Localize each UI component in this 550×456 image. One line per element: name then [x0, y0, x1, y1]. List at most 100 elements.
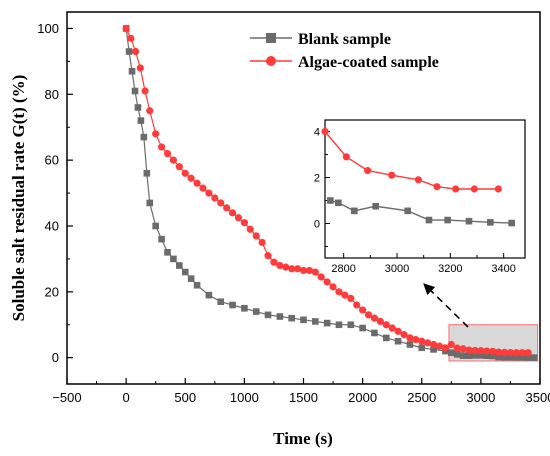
legend-marker-algae: [266, 56, 276, 66]
data-point: [506, 348, 515, 357]
series-line: [330, 199, 512, 224]
zoom-callout-arrow: [423, 283, 469, 328]
main-ticks: −500050010001500200025003000350002040608…: [37, 21, 550, 405]
data-point: [288, 314, 295, 322]
data-point: [444, 216, 451, 224]
data-point: [495, 348, 503, 356]
data-point: [429, 340, 438, 349]
data-point: [299, 266, 308, 275]
data-point: [217, 298, 225, 305]
x-tick-label: 2500: [407, 390, 436, 405]
inset-y-tick-label: 4: [314, 127, 320, 139]
data-point: [465, 352, 473, 359]
data-point: [305, 266, 314, 275]
data-point: [359, 306, 367, 314]
data-point: [282, 263, 290, 271]
data-point: [252, 308, 260, 315]
y-tick-label: 40: [45, 218, 59, 233]
inset-chart: 2800 3000 3200 3400 0 2 4: [314, 119, 526, 275]
data-point: [406, 341, 414, 348]
x-tick-label: 3000: [466, 390, 495, 405]
data-point: [394, 337, 402, 345]
data-point: [494, 185, 502, 193]
data-point: [152, 130, 160, 138]
data-point: [448, 349, 455, 357]
data-point: [329, 283, 337, 291]
data-point: [321, 127, 329, 136]
data-point: [181, 268, 189, 276]
data-point: [347, 294, 355, 303]
x-tick-label: 2000: [348, 390, 377, 405]
data-point: [500, 348, 509, 356]
data-point: [140, 133, 148, 141]
data-point: [353, 301, 361, 309]
data-point: [276, 313, 284, 320]
data-point: [300, 316, 307, 324]
inset-series: [321, 127, 515, 227]
data-point: [518, 354, 526, 361]
data-point: [388, 171, 396, 179]
inset-x-tick-label: 3400: [491, 263, 515, 275]
data-point: [127, 34, 135, 42]
data-point: [327, 197, 334, 204]
data-point: [146, 107, 154, 115]
data-point: [170, 255, 177, 263]
data-point: [323, 319, 331, 327]
data-point: [483, 347, 491, 355]
x-tick-label: 1000: [230, 390, 259, 405]
data-point: [187, 174, 195, 182]
data-point: [335, 321, 343, 329]
data-point: [453, 344, 461, 352]
data-point: [276, 261, 284, 270]
data-point: [193, 281, 201, 289]
data-point: [471, 352, 479, 359]
data-point: [435, 342, 444, 350]
data-point: [223, 204, 231, 212]
data-point: [370, 314, 379, 322]
data-point: [441, 344, 449, 352]
data-point: [270, 258, 278, 266]
data-point: [131, 87, 139, 95]
data-point: [453, 351, 461, 358]
data-point: [452, 185, 460, 193]
data-point: [341, 291, 349, 299]
data-point: [181, 169, 189, 177]
y-axis-title: Soluble salt residual rate G(t) (%): [9, 75, 28, 322]
data-point: [141, 87, 149, 95]
data-point: [418, 337, 426, 345]
data-point: [425, 216, 433, 224]
data-point: [364, 311, 373, 319]
data-point: [477, 347, 485, 355]
data-point: [240, 219, 248, 227]
data-point: [205, 189, 213, 197]
main-series: [122, 24, 538, 361]
data-point: [376, 317, 384, 326]
data-point: [489, 352, 496, 360]
data-point: [364, 167, 372, 175]
inset-y-tick-label: 2: [314, 173, 320, 185]
data-point: [122, 24, 130, 33]
data-point: [241, 304, 248, 312]
data-point: [489, 347, 497, 356]
data-point: [311, 268, 319, 276]
inset-x-tick-label: 2800: [331, 263, 355, 275]
inset-y-tick-label: 0: [314, 219, 320, 231]
data-point: [495, 353, 502, 361]
data-point: [483, 352, 491, 359]
data-point: [252, 232, 260, 240]
inset-x-tick-label: 3200: [438, 263, 462, 275]
y-tick-label: 60: [45, 153, 59, 168]
x-tick-label: −500: [52, 390, 81, 405]
data-point: [382, 321, 390, 329]
data-point: [199, 184, 207, 192]
data-point: [447, 340, 455, 349]
data-point: [347, 321, 355, 329]
data-point: [433, 183, 441, 191]
data-point: [128, 67, 136, 75]
data-point: [400, 331, 408, 339]
y-tick-label: 100: [37, 21, 59, 36]
data-point: [229, 301, 236, 309]
x-axis-title: Time (s): [273, 429, 333, 448]
